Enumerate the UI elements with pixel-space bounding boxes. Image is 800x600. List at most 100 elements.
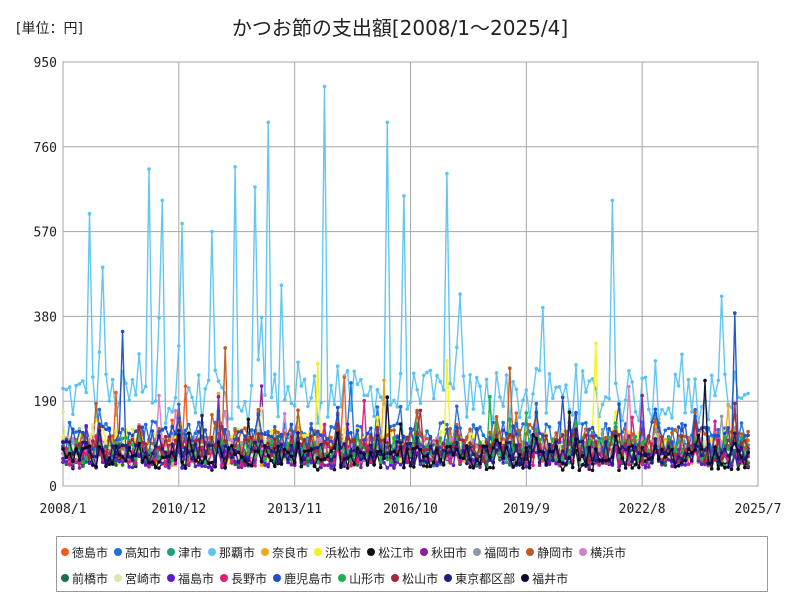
data-point — [514, 411, 519, 415]
data-point — [266, 441, 271, 446]
data-point — [345, 456, 350, 460]
data-point — [604, 436, 608, 441]
data-point — [375, 387, 380, 392]
data-point — [501, 420, 506, 425]
data-point — [471, 458, 476, 463]
data-point — [412, 465, 416, 469]
data-point — [653, 444, 658, 449]
data-point — [359, 377, 363, 382]
data-point — [392, 423, 396, 428]
data-point — [216, 394, 221, 399]
data-point — [560, 429, 565, 433]
data-point — [378, 438, 383, 443]
data-point — [392, 449, 396, 454]
data-point — [382, 456, 386, 461]
data-point — [564, 456, 568, 461]
data-point — [392, 398, 396, 403]
data-point — [91, 422, 95, 427]
data-point — [494, 438, 499, 443]
data-point — [375, 405, 380, 409]
data-point — [683, 458, 687, 463]
data-point — [342, 442, 347, 446]
data-point — [504, 441, 509, 445]
data-point — [743, 433, 747, 438]
data-point — [210, 229, 214, 234]
x-tick-label: 2016/10 — [383, 502, 438, 517]
data-point — [719, 457, 724, 461]
data-point — [273, 425, 277, 429]
series-line — [62, 380, 749, 471]
data-point — [259, 439, 264, 444]
data-point — [230, 461, 234, 465]
data-point — [319, 462, 323, 467]
data-point — [134, 393, 138, 397]
data-point — [187, 450, 191, 455]
data-point — [627, 440, 631, 445]
data-point — [147, 461, 151, 465]
data-point — [676, 384, 681, 388]
data-point — [524, 388, 529, 392]
data-point — [421, 448, 426, 453]
data-point — [355, 424, 360, 428]
data-point — [448, 460, 453, 465]
legend-marker — [444, 574, 453, 582]
data-point — [666, 458, 671, 462]
data-point — [153, 399, 158, 403]
data-point — [421, 464, 426, 468]
y-tick-label: 760 — [34, 141, 57, 156]
data-point — [329, 439, 333, 444]
data-point — [633, 409, 638, 414]
data-point — [478, 465, 482, 470]
data-point — [110, 462, 115, 466]
data-point — [739, 432, 744, 436]
data-point — [547, 439, 552, 444]
data-point — [200, 461, 204, 465]
data-point — [412, 371, 416, 376]
data-point — [733, 311, 737, 315]
data-point — [428, 444, 433, 449]
data-point — [326, 454, 330, 458]
data-point — [279, 283, 284, 288]
data-point — [269, 438, 274, 443]
data-point — [574, 437, 578, 442]
data-point — [365, 449, 370, 454]
data-point — [107, 399, 112, 403]
data-point — [441, 448, 446, 453]
data-point — [203, 461, 208, 465]
data-point — [100, 449, 105, 453]
data-point — [547, 372, 552, 376]
data-point — [713, 458, 717, 462]
data-point — [458, 437, 462, 442]
data-point — [544, 434, 548, 438]
data-point — [428, 368, 433, 373]
data-point — [421, 373, 426, 378]
data-point — [488, 458, 492, 462]
data-point — [719, 294, 724, 299]
data-point — [441, 388, 446, 392]
data-point — [190, 457, 194, 461]
data-point — [660, 461, 664, 465]
data-point — [726, 404, 730, 408]
legend-marker — [114, 548, 123, 556]
data-point — [604, 395, 608, 399]
data-point — [319, 442, 323, 447]
data-point — [74, 439, 78, 444]
data-point — [699, 453, 704, 458]
y-tick-label: 570 — [34, 226, 57, 241]
data-point — [726, 447, 730, 451]
data-point — [458, 292, 462, 296]
data-point — [299, 458, 304, 462]
data-point — [362, 398, 367, 403]
data-point — [286, 460, 290, 465]
legend-label: 鹿児島市 — [284, 571, 333, 586]
data-point — [319, 465, 323, 470]
data-point — [173, 408, 178, 413]
data-point — [736, 461, 740, 465]
legend-label: 静岡市 — [537, 545, 574, 560]
data-point — [729, 446, 734, 451]
data-point — [282, 411, 287, 416]
data-point — [355, 463, 360, 467]
unit-label: [単位：円] — [16, 21, 83, 37]
data-point — [196, 455, 201, 460]
data-point — [190, 449, 194, 453]
